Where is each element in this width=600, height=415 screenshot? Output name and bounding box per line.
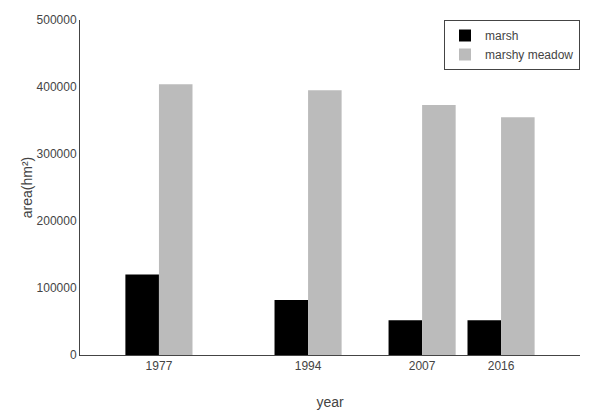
svg-text:2016: 2016 (488, 359, 515, 373)
svg-text:2007: 2007 (409, 359, 436, 373)
svg-text:300000: 300000 (37, 147, 77, 161)
svg-text:100000: 100000 (37, 281, 77, 295)
svg-text:marsh: marsh (485, 29, 518, 43)
svg-text:0: 0 (70, 348, 77, 362)
svg-text:1977: 1977 (146, 359, 173, 373)
svg-text:400000: 400000 (37, 80, 77, 94)
svg-text:500000: 500000 (37, 13, 77, 27)
svg-text:marshy meadow: marshy meadow (485, 48, 573, 62)
svg-text:200000: 200000 (37, 214, 77, 228)
svg-text:year: year (316, 394, 344, 410)
svg-text:area(hm²): area(hm²) (19, 157, 35, 218)
svg-text:1994: 1994 (295, 359, 322, 373)
